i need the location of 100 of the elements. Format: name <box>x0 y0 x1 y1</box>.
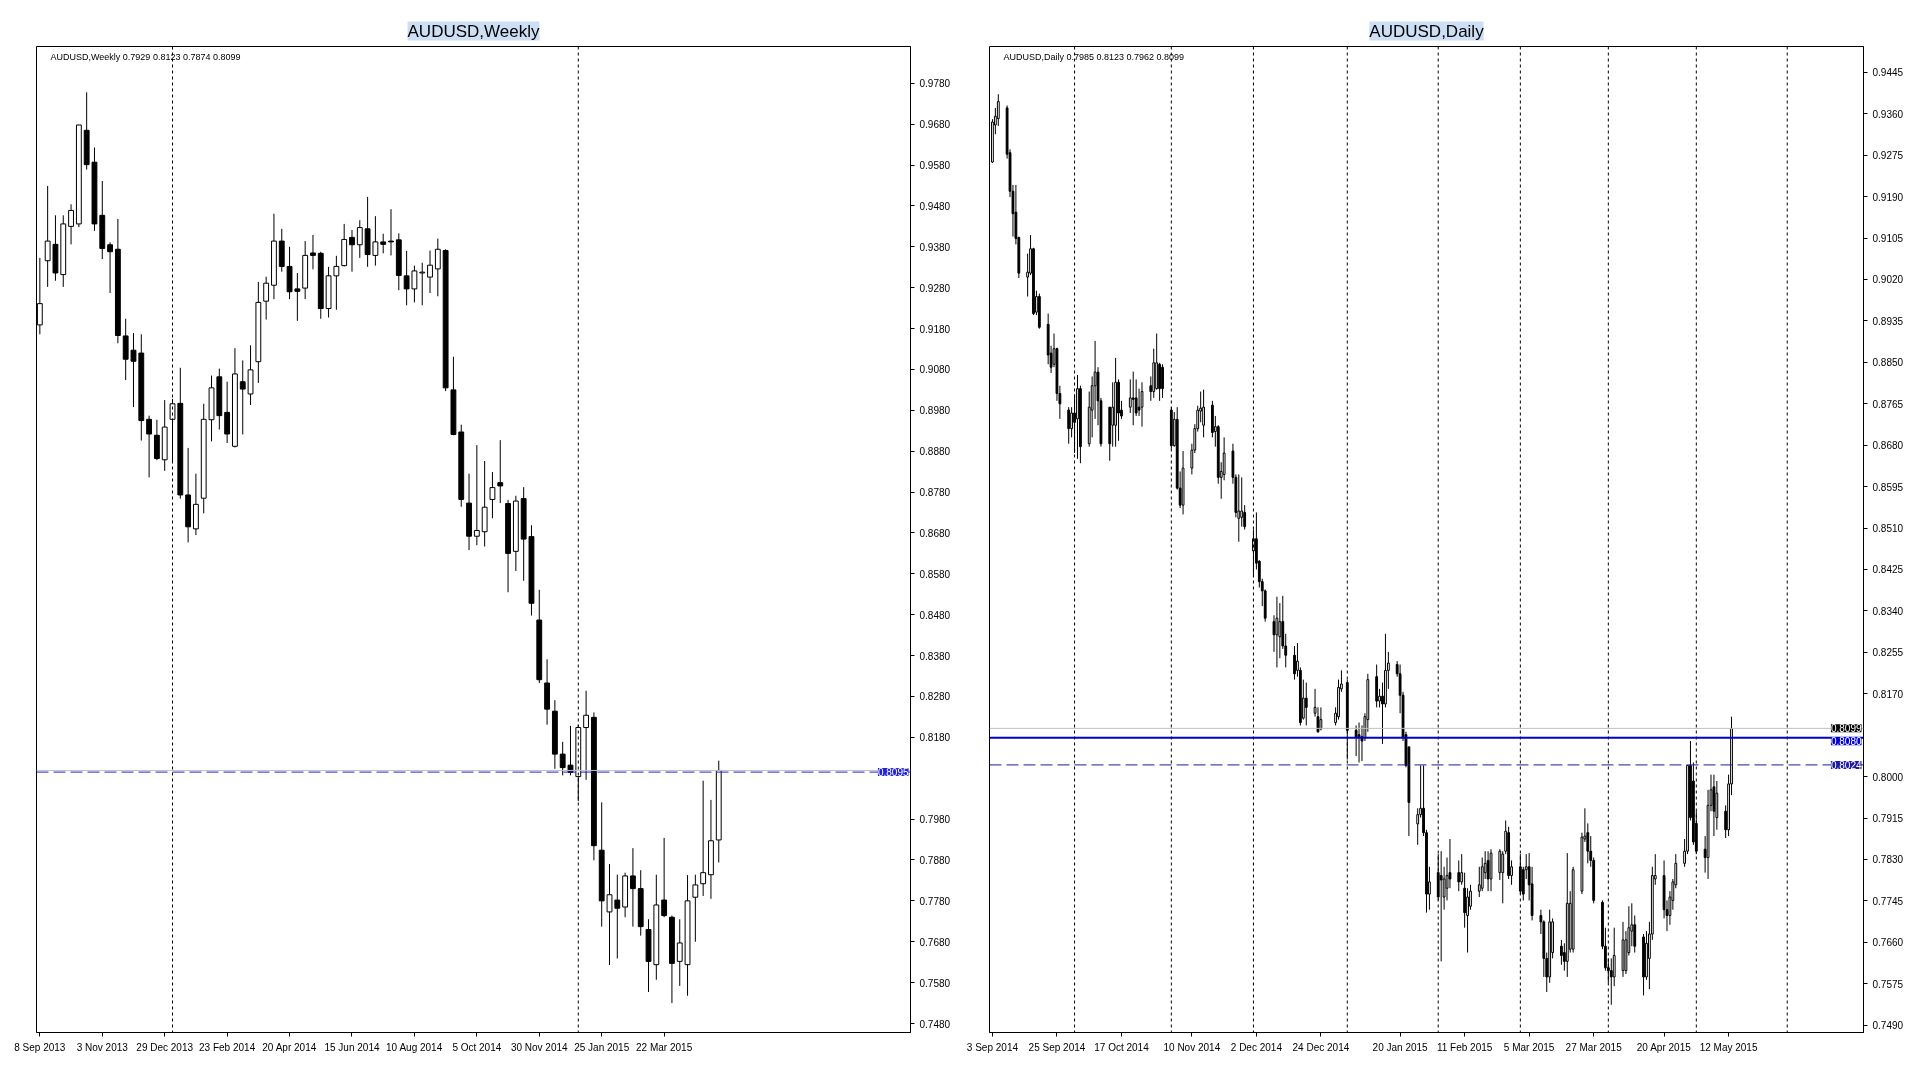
candlestick <box>700 780 707 897</box>
candlestick <box>661 837 668 918</box>
candlestick <box>380 233 387 254</box>
y-tick-label: 0.9105 <box>1872 233 1904 245</box>
candlestick <box>1140 381 1144 428</box>
y-tick-label: 0.7915 <box>1872 813 1904 825</box>
x-tick-label: 24 Dec 2014 <box>1292 1041 1350 1053</box>
y-tick-label: 0.7575 <box>1872 978 1904 990</box>
y-tick-label: 0.9280 <box>919 282 951 294</box>
x-tick-label: 5 Oct 2014 <box>452 1041 502 1053</box>
x-tick-label: 25 Sep 2014 <box>1028 1041 1086 1053</box>
candlestick <box>583 690 590 781</box>
annotation: AUDUSD,Daily 0.7985 0.8123 0.7962 0.8099 <box>1003 51 1185 62</box>
x-tick-label: 10 Nov 2014 <box>1163 1041 1221 1053</box>
y-tick-label: 0.8595 <box>1872 481 1904 493</box>
y-tick-label: 0.8280 <box>919 691 951 703</box>
y-tick-label: 0.8765 <box>1872 398 1904 410</box>
y-tick-label: 0.7660 <box>1872 937 1904 949</box>
y-tick-label: 0.7745 <box>1872 895 1904 907</box>
candlestick <box>1293 645 1296 681</box>
candlestick <box>1357 722 1361 763</box>
y-tick-label: 0.8935 <box>1872 315 1904 327</box>
candlestick <box>263 276 270 321</box>
y-tick-label: 0.9080 <box>919 364 951 376</box>
candlestick <box>489 471 496 519</box>
y-tick-label: 0.8680 <box>1872 440 1904 452</box>
candlestick <box>349 229 355 273</box>
y-tick-label: 0.7480 <box>919 1018 951 1030</box>
y-tick-label: 0.9480 <box>919 200 951 212</box>
y-tick-label: 0.8255 <box>1872 647 1904 659</box>
y-tick-label: 0.8980 <box>919 405 951 417</box>
candlestick <box>419 262 426 306</box>
candlestick <box>1131 371 1135 426</box>
y-tick-label: 0.9190 <box>1872 191 1904 203</box>
candlestick <box>434 238 441 297</box>
x-tick-label: 5 Mar 2015 <box>1503 1041 1555 1053</box>
y-tick-label: 0.8880 <box>919 446 951 458</box>
candlestick <box>224 381 231 444</box>
y-tick-label: 0.9360 <box>1872 108 1904 120</box>
y-tick-label: 0.9680 <box>919 119 951 131</box>
ref-line-label: 0.8095 <box>877 767 909 779</box>
x-tick-label: 23 Feb 2014 <box>199 1041 256 1053</box>
x-tick-label: 10 Aug 2014 <box>386 1041 443 1053</box>
candlestick <box>356 219 363 259</box>
y-tick-label: 0.9380 <box>919 241 951 253</box>
y-tick-label: 0.7580 <box>919 977 951 989</box>
y-tick-label: 0.7680 <box>919 936 951 948</box>
candlestick <box>1304 682 1308 726</box>
y-tick-label: 0.8180 <box>919 732 951 744</box>
x-tick-label: 20 Apr 2015 <box>1636 1041 1692 1053</box>
y-tick-label: 0.7830 <box>1872 854 1904 866</box>
x-tick-label: 3 Sep 2014 <box>966 1041 1019 1053</box>
x-tick-label: 11 Feb 2015 <box>1436 1041 1493 1053</box>
candlestick <box>1202 389 1206 438</box>
x-tick-label: 12 May 2015 <box>1699 1041 1758 1053</box>
y-tick-label: 0.9580 <box>919 160 951 172</box>
candlestick <box>692 874 699 943</box>
x-tick-label: 29 Dec 2013 <box>136 1041 194 1053</box>
candlestick <box>1067 406 1071 445</box>
candlestick <box>1457 859 1461 892</box>
x-tick-label: 15 Jun 2014 <box>324 1041 380 1053</box>
y-tick-label: 0.8580 <box>919 568 951 580</box>
x-tick-label: 17 Oct 2014 <box>1094 1041 1150 1053</box>
x-tick-label: 8 Sep 2013 <box>14 1041 66 1053</box>
y-tick-label: 0.8425 <box>1872 564 1904 576</box>
y-tick-label: 0.8480 <box>919 609 951 621</box>
x-tick-label: 27 Mar 2015 <box>1565 1041 1623 1053</box>
y-tick-label: 0.7880 <box>919 854 951 866</box>
y-tick-label: 0.9020 <box>1872 274 1904 286</box>
candlestick <box>310 234 316 270</box>
x-tick-label: 2 Dec 2014 <box>1230 1041 1283 1053</box>
candlestick <box>1240 476 1244 528</box>
ref-line-label: 0.8080 <box>1830 736 1862 748</box>
ref-line-label: 0.8099 <box>1830 723 1862 735</box>
y-tick-label: 0.8680 <box>919 527 951 539</box>
y-tick-label: 0.8780 <box>919 487 951 499</box>
x-tick-label: 20 Apr 2014 <box>262 1041 317 1053</box>
x-tick-label: 22 Mar 2015 <box>636 1041 693 1053</box>
candlestick <box>388 208 394 256</box>
y-tick-label: 0.8380 <box>919 650 951 662</box>
candlestick <box>107 241 113 294</box>
chart-title: AUDUSD,Weekly <box>407 21 540 41</box>
x-tick-label: 30 Nov 2014 <box>510 1041 569 1053</box>
candlestick <box>497 439 504 504</box>
y-tick-label: 0.9180 <box>919 323 951 335</box>
y-tick-label: 0.7980 <box>919 814 951 826</box>
y-tick-label: 0.9445 <box>1872 67 1904 79</box>
y-tick-label: 0.7780 <box>919 895 951 907</box>
candlestick <box>146 415 153 478</box>
y-tick-label: 0.9780 <box>919 78 951 90</box>
y-tick-label: 0.7490 <box>1872 1020 1904 1032</box>
ref-line-label: 0.8024 <box>1830 759 1862 771</box>
annotation: AUDUSD,Weekly 0.7929 0.8123 0.7874 0.8099 <box>50 51 241 62</box>
y-tick-label: 0.8170 <box>1872 688 1904 700</box>
chart-title: AUDUSD,Daily <box>1369 21 1485 41</box>
x-tick-label: 20 Jan 2015 <box>1372 1041 1429 1053</box>
candlestick <box>68 203 74 245</box>
candlestick <box>1161 363 1164 399</box>
y-tick-label: 0.9275 <box>1872 150 1904 162</box>
y-tick-label: 0.8850 <box>1872 357 1904 369</box>
